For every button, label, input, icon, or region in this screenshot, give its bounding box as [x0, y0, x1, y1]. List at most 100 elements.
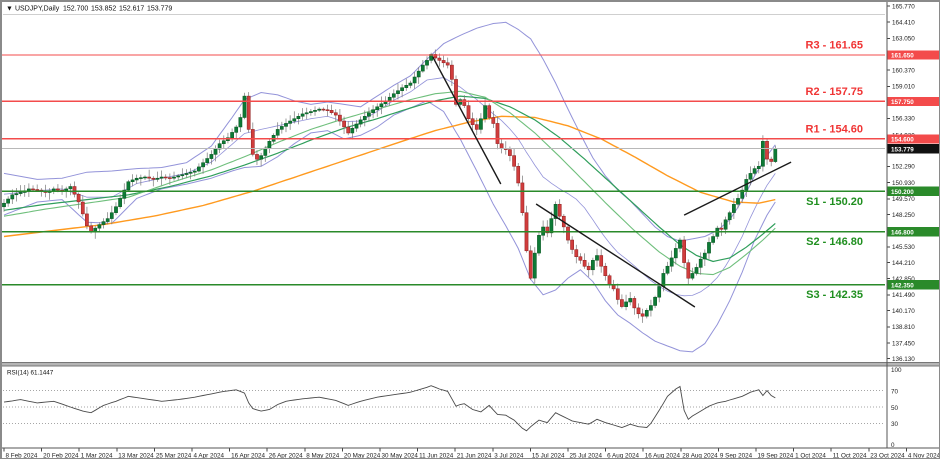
candle-bullish [727, 212, 732, 221]
candle-bearish [85, 213, 89, 227]
svg-text:146.800: 146.800 [891, 229, 914, 236]
price-tick-label: 144.210 [892, 260, 915, 267]
candle-bullish [702, 252, 707, 260]
support-label-s2: S2 - 146.80 [806, 236, 863, 248]
date-label: 20 May 2024 [344, 453, 381, 459]
price-tag-154.600: 154.600 [887, 134, 939, 144]
trendline-descending-steep[interactable] [432, 56, 502, 185]
price-tick-label: 137.450 [892, 340, 915, 347]
candle-bullish [2, 202, 6, 208]
svg-text:150.200: 150.200 [891, 189, 914, 196]
price-tick-label: 165.770 [892, 3, 915, 10]
candle-bullish [263, 148, 268, 156]
candle-bullish [309, 111, 313, 113]
rsi-indicator-label: RSI(14) 61.1447 [7, 370, 54, 377]
candle-bearish [765, 141, 769, 160]
candle-bullish [172, 176, 176, 179]
pane-splitter[interactable] [1, 362, 940, 367]
candle-bearish [445, 62, 450, 66]
candle-bearish [474, 124, 479, 130]
date-label: 9 Sep 2024 [720, 453, 753, 459]
candle-bearish [466, 105, 471, 119]
candle-bearish [89, 225, 93, 233]
candle-bullish [114, 206, 118, 213]
candle-bearish [611, 285, 616, 290]
price-tick-label: 163.050 [892, 36, 915, 43]
price-tick-label: 140.170 [892, 308, 915, 315]
candle-bullish [479, 118, 483, 130]
candle-bullish [313, 110, 317, 112]
candle-bullish [259, 155, 263, 160]
date-label: 15 Jul 2024 [532, 453, 565, 459]
one-click-trading-arrow-icon[interactable]: ▼ [6, 6, 13, 13]
candle-bullish [14, 193, 19, 196]
symbol-period-label: USDJPY,Daily [15, 6, 60, 13]
candle-bullish [367, 112, 371, 117]
price-tag-157.750: 157.750 [887, 96, 939, 106]
candle-bullish [669, 257, 674, 267]
price-tick-label: 141.490 [892, 292, 915, 299]
candle-bullish [234, 126, 239, 133]
candle-bearish [586, 265, 591, 271]
ma-slow-line-orange [3, 115, 776, 238]
candle-bearish [512, 155, 516, 167]
price-tick-label: 160.370 [892, 68, 915, 75]
candle-bullish [644, 310, 649, 317]
rsi-scale-50: 50 [891, 405, 899, 412]
candle-bullish [358, 119, 363, 125]
candle-bullish [653, 296, 657, 306]
date-label: 23 Oct 2024 [870, 453, 905, 459]
candle-bearish [620, 299, 624, 307]
candle-bullish [400, 87, 404, 91]
candle-bullish [192, 170, 197, 173]
price-tag-153.779: 153.779 [887, 144, 939, 154]
candle-bullish [412, 76, 417, 84]
candle-bearish [570, 239, 574, 250]
candle-bearish [342, 120, 346, 128]
candle-bullish [6, 198, 10, 204]
candle-bearish [325, 109, 330, 111]
date-label: 3 Jul 2024 [494, 453, 524, 459]
candle-bearish [450, 64, 454, 80]
candle-bearish [437, 57, 442, 61]
trendline-descending-main[interactable] [535, 203, 696, 308]
price-axis[interactable]: 165.770 164.410 163.050 160.370 159.010 156.3… [887, 3, 940, 363]
candle-bearish [246, 95, 251, 130]
candle-bullish [537, 235, 541, 254]
candle-bearish [491, 117, 496, 124]
candle-bearish [470, 118, 475, 125]
rsi-scale-100: 100 [891, 367, 902, 374]
rsi-scale-30: 30 [891, 421, 899, 428]
candle-bearish [441, 60, 446, 64]
candle-bearish [163, 176, 168, 179]
candle-bullish [354, 123, 359, 129]
price-tick-label: 164.410 [892, 19, 915, 26]
candle-bullish [420, 64, 425, 72]
date-label: 1 Mar 2024 [81, 453, 113, 459]
date-label: 13 Mar 2024 [118, 453, 154, 459]
svg-text:153.779: 153.779 [891, 146, 914, 153]
candle-bearish [528, 250, 533, 279]
candle-bearish [599, 255, 604, 267]
rsi-scale-70: 70 [891, 389, 899, 396]
candle-bullish [184, 173, 189, 175]
trendline-ascending[interactable] [683, 161, 792, 216]
time-axis[interactable]: 8 Feb 2024 20 Feb 2024 1 Mar 2024 13 Mar 20… [3, 448, 940, 459]
svg-text:157.750: 157.750 [891, 99, 914, 106]
candle-bearish [462, 99, 467, 106]
date-label: 19 Sep 2024 [758, 453, 794, 459]
ohlc-open-value: 152.700 [63, 6, 88, 13]
resistance-label-r3: R3 - 161.65 [806, 40, 863, 52]
candle-bullish [267, 141, 272, 149]
candle-bullish [723, 219, 728, 230]
candle-bullish [350, 127, 355, 134]
candle-bullish [197, 166, 201, 172]
candle-bearish [495, 123, 500, 144]
candle-bearish [333, 112, 338, 116]
rsi-pane[interactable] [3, 385, 885, 432]
candle-bearish [151, 177, 156, 180]
candle-bullish [690, 273, 695, 279]
price-tick-label: 145.530 [892, 244, 915, 251]
indicator-lines [3, 21, 776, 353]
